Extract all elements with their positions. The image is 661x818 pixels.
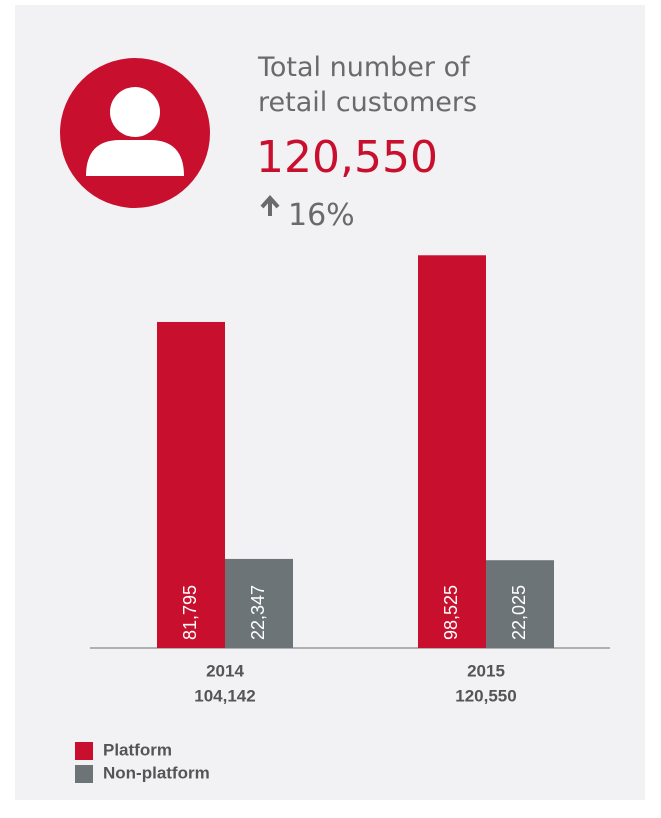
legend-swatch bbox=[75, 765, 93, 783]
headline: 120,550 bbox=[256, 132, 438, 183]
data-label: 22,347 bbox=[248, 585, 268, 640]
person-head bbox=[110, 87, 160, 137]
change: 16% bbox=[288, 198, 355, 233]
legend-label: Non-platform bbox=[103, 763, 210, 782]
bar bbox=[157, 321, 225, 648]
legend-swatch bbox=[75, 742, 93, 760]
data-label: 98,525 bbox=[441, 585, 461, 640]
category-total: 104,142 bbox=[194, 686, 255, 705]
up-arrow bbox=[260, 194, 280, 216]
data-label: 22,025 bbox=[509, 585, 529, 640]
data-label: 81,795 bbox=[180, 585, 200, 640]
x-tick-label: 2014 bbox=[206, 661, 244, 680]
bar bbox=[418, 255, 486, 648]
category-total: 120,550 bbox=[455, 686, 516, 705]
person-body bbox=[86, 140, 184, 176]
title: Total number of retail customers bbox=[258, 52, 478, 118]
bar bbox=[486, 560, 554, 648]
legend-label: Platform bbox=[103, 740, 172, 759]
bar bbox=[225, 558, 293, 648]
x-tick-label: 2015 bbox=[467, 661, 505, 680]
